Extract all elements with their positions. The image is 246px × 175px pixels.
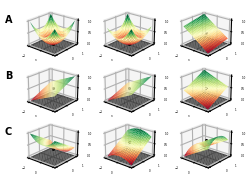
- Text: B: B: [5, 71, 12, 81]
- Text: C: C: [5, 127, 12, 137]
- Text: A: A: [5, 15, 12, 25]
